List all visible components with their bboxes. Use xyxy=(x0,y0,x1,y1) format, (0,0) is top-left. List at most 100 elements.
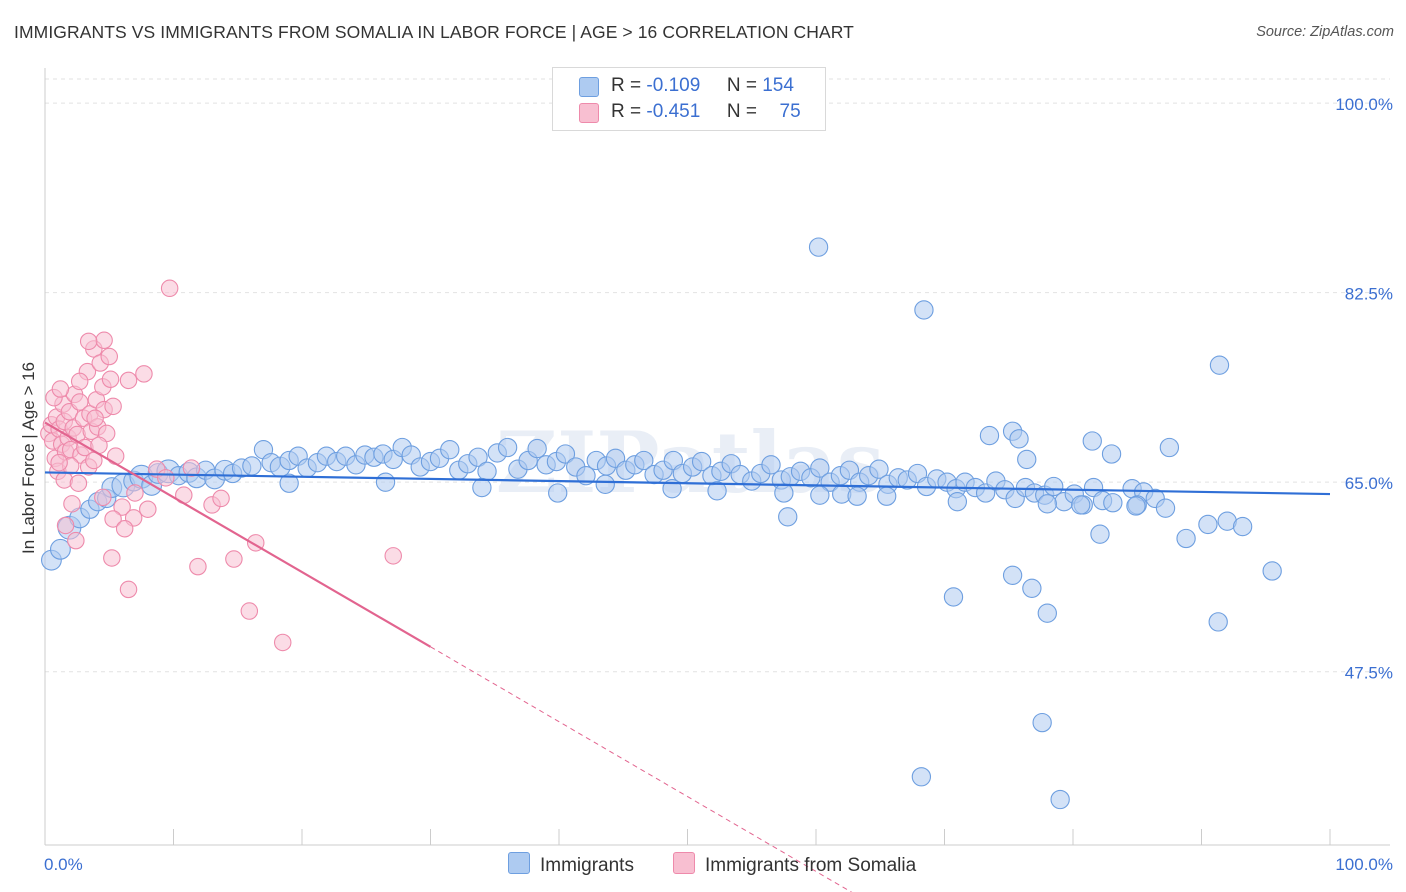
y-axis-label: In Labor Force | Age > 16 xyxy=(19,362,38,554)
data-point-immigrants xyxy=(279,473,299,493)
data-point-somalia xyxy=(126,484,144,502)
data-point-immigrants xyxy=(548,483,568,503)
data-point-somalia xyxy=(182,459,201,477)
data-point-somalia xyxy=(100,347,119,366)
data-point-somalia xyxy=(95,331,113,350)
data-point-somalia xyxy=(384,547,402,565)
data-point-somalia xyxy=(119,371,138,390)
data-point-immigrants xyxy=(1017,449,1037,470)
data-point-immigrants xyxy=(774,483,794,503)
bottom-legend: Immigrants Immigrants from Somalia xyxy=(0,852,1406,878)
data-point-immigrants xyxy=(1208,612,1228,632)
data-point-somalia xyxy=(106,447,125,465)
axes xyxy=(44,68,1390,846)
data-point-somalia xyxy=(157,469,175,487)
data-point-immigrants xyxy=(1159,437,1180,458)
data-point-immigrants xyxy=(808,237,829,257)
x-tick-label: 100.0% xyxy=(1335,855,1393,874)
data-point-immigrants xyxy=(49,538,71,560)
legend-swatch-blue xyxy=(508,852,530,874)
trend-line-somalia-extension xyxy=(430,646,853,892)
data-point-immigrants xyxy=(440,439,460,460)
data-point-immigrants xyxy=(1209,355,1230,375)
data-point-immigrants xyxy=(555,444,576,464)
trend-lines xyxy=(44,421,1331,892)
x-tick-label: 0.0% xyxy=(44,855,83,874)
data-point-immigrants xyxy=(1103,493,1123,513)
data-point-immigrants xyxy=(576,465,596,486)
data-point-somalia xyxy=(70,372,89,391)
data-point-somalia xyxy=(94,488,112,507)
data-point-immigrants xyxy=(847,486,867,506)
data-point-immigrants xyxy=(242,456,262,476)
data-point-somalia xyxy=(273,633,292,652)
y-tick-label: 47.5% xyxy=(1345,664,1393,683)
data-point-somalia xyxy=(56,516,75,535)
trend-line-somalia xyxy=(44,421,432,648)
trend-line-immigrants xyxy=(44,471,1331,496)
data-point-immigrants xyxy=(1071,495,1091,515)
r-value: -0.109 xyxy=(646,75,701,96)
data-point-somalia xyxy=(104,510,122,528)
legend-item-immigrants: Immigrants xyxy=(508,852,634,877)
legend-swatch-pink xyxy=(579,103,599,123)
data-point-somalia xyxy=(51,380,70,398)
data-point-somalia xyxy=(115,519,134,538)
data-point-immigrants xyxy=(1009,429,1029,449)
data-point-immigrants xyxy=(595,474,615,494)
legend-item-somalia: Immigrants from Somalia xyxy=(673,852,916,877)
data-point-immigrants xyxy=(1176,528,1196,549)
data-point-immigrants xyxy=(1155,498,1176,518)
data-point-immigrants xyxy=(943,587,964,607)
data-point-somalia xyxy=(104,397,122,416)
n-value: 154 xyxy=(762,75,794,96)
data-point-immigrants xyxy=(1232,516,1253,537)
data-point-immigrants xyxy=(877,486,897,506)
data-point-somalia xyxy=(139,500,157,518)
data-point-somalia xyxy=(50,453,68,472)
data-point-immigrants xyxy=(1101,444,1122,464)
series-immigrants xyxy=(40,237,1282,810)
data-point-immigrants xyxy=(634,450,654,471)
r-value: -0.451 xyxy=(646,101,701,122)
chart-title: IMMIGRANTS VS IMMIGRANTS FROM SOMALIA IN… xyxy=(14,22,854,42)
n-label: N = xyxy=(726,75,757,96)
data-point-immigrants xyxy=(497,437,518,458)
data-point-immigrants xyxy=(914,300,934,320)
data-point-immigrants xyxy=(1090,524,1110,544)
data-point-immigrants xyxy=(1022,578,1042,598)
data-point-immigrants xyxy=(1037,603,1057,623)
data-point-somalia xyxy=(160,279,179,298)
y-tick-label: 100.0% xyxy=(1335,95,1393,114)
legend-swatch-pink xyxy=(673,852,695,874)
data-point-somalia xyxy=(225,550,243,568)
data-point-immigrants xyxy=(468,447,488,467)
data-point-immigrants xyxy=(1198,514,1218,535)
stats-legend: R = -0.109 N = 154 R = -0.451 N = 75 xyxy=(552,67,826,131)
data-point-somalia xyxy=(103,549,121,567)
n-value: 75 xyxy=(779,101,801,122)
data-point-immigrants xyxy=(810,458,830,478)
y-tick-label: 82.5% xyxy=(1345,285,1393,304)
legend-label: Immigrants xyxy=(540,855,634,876)
data-point-immigrants xyxy=(1082,431,1102,451)
data-point-somalia xyxy=(189,557,207,576)
data-point-somalia xyxy=(70,393,89,411)
data-point-immigrants xyxy=(472,477,492,498)
data-point-immigrants xyxy=(911,767,932,787)
data-point-somalia xyxy=(69,474,88,492)
data-point-somalia xyxy=(135,365,153,383)
data-point-somalia xyxy=(119,580,138,599)
legend-label: Immigrants from Somalia xyxy=(705,855,917,876)
r-label: R = xyxy=(611,101,642,122)
data-point-somalia xyxy=(79,332,98,351)
data-point-immigrants xyxy=(1262,561,1282,581)
data-point-immigrants xyxy=(778,507,798,527)
data-point-immigrants xyxy=(947,491,968,512)
legend-swatch-blue xyxy=(579,77,599,97)
data-point-somalia xyxy=(63,495,81,513)
data-point-immigrants xyxy=(979,425,1000,446)
data-point-somalia xyxy=(101,370,120,389)
data-point-somalia xyxy=(212,489,230,508)
